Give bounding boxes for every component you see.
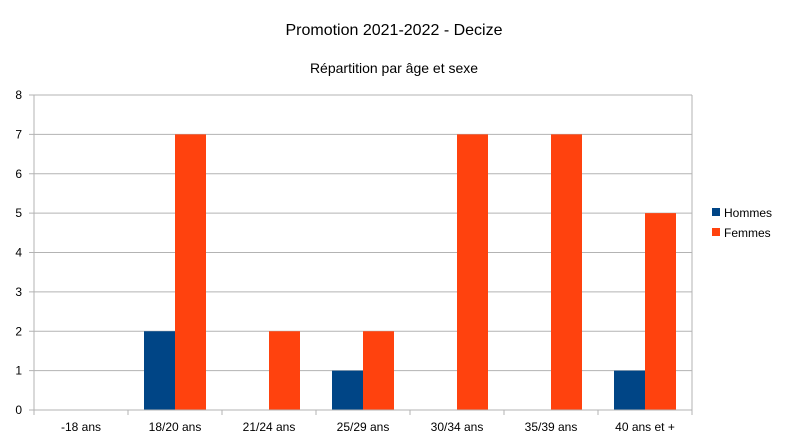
y-tick-label: 8 bbox=[15, 88, 22, 102]
y-axis-ticks: 0 1 2 3 4 5 6 7 8 bbox=[15, 88, 34, 417]
x-tick-label: 30/34 ans bbox=[431, 420, 484, 434]
bar-femmes-4 bbox=[457, 134, 488, 410]
bar-femmes-2 bbox=[269, 331, 300, 410]
x-tick-label: 21/24 ans bbox=[243, 420, 296, 434]
bar-femmes-3 bbox=[363, 331, 394, 410]
x-tick-label: 35/39 ans bbox=[525, 420, 578, 434]
bar-hommes-1 bbox=[144, 331, 175, 410]
legend-swatch-hommes bbox=[712, 208, 720, 216]
legend-swatch-femmes bbox=[712, 228, 720, 236]
grid-lines bbox=[34, 94, 692, 411]
y-tick-label: 4 bbox=[15, 246, 22, 260]
chart-title: Promotion 2021-2022 - Decize bbox=[285, 22, 502, 39]
bars bbox=[144, 134, 676, 410]
y-tick-label: 3 bbox=[15, 285, 22, 299]
axes bbox=[33, 95, 693, 411]
y-tick-label: 5 bbox=[15, 206, 22, 220]
x-axis-ticks: -18 ans 18/20 ans 21/24 ans 25/29 ans 30/34 … bbox=[33, 410, 693, 434]
x-tick-label: 40 ans et + bbox=[615, 420, 675, 434]
bar-femmes-6 bbox=[645, 213, 676, 410]
bar-hommes-3 bbox=[332, 370, 363, 410]
chart-subtitle: Répartition par âge et sexe bbox=[310, 60, 478, 76]
bar-hommes-6 bbox=[614, 370, 645, 410]
y-tick-label: 7 bbox=[15, 127, 22, 141]
bar-femmes-5 bbox=[551, 134, 582, 410]
x-tick-label: -18 ans bbox=[61, 420, 101, 434]
x-tick-label: 25/29 ans bbox=[337, 420, 390, 434]
y-tick-label: 1 bbox=[15, 364, 22, 378]
legend-label-femmes: Femmes bbox=[724, 226, 771, 240]
legend-label-hommes: Hommes bbox=[724, 206, 772, 220]
bar-femmes-1 bbox=[175, 134, 206, 410]
y-tick-label: 0 bbox=[15, 403, 22, 417]
y-tick-label: 6 bbox=[15, 167, 22, 181]
x-tick-label: 18/20 ans bbox=[149, 420, 202, 434]
y-tick-label: 2 bbox=[15, 324, 22, 338]
legend: Hommes Femmes bbox=[712, 206, 772, 240]
